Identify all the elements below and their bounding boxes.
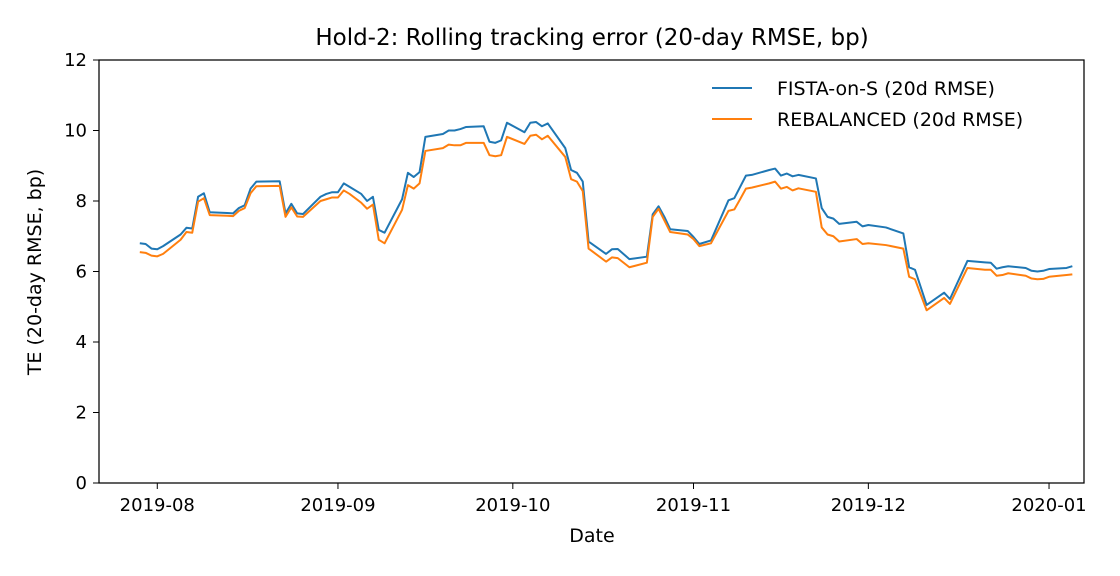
series-line-rebalanced <box>139 133 1073 312</box>
x-axis: 2019-08 2019-09 2019-10 2019-11 2019-12 2020-… <box>120 483 1087 516</box>
x-tick-label: 2019-11 <box>656 495 731 516</box>
y-tick-label: 12 <box>64 50 87 71</box>
x-tick-label: 2019-10 <box>475 495 550 516</box>
x-tick-label: 2020-01 <box>1011 495 1086 516</box>
y-tick-label: 0 <box>76 473 87 494</box>
y-tick-label: 10 <box>64 121 87 142</box>
y-tick-label: 6 <box>76 262 87 283</box>
x-tick-label: 2019-09 <box>300 495 375 516</box>
y-tick-label: 4 <box>76 332 87 353</box>
y-tick-label: 2 <box>76 403 87 424</box>
legend-label: REBALANCED (20d RMSE) <box>777 109 1023 131</box>
legend-label: FISTA-on-S (20d RMSE) <box>777 78 995 100</box>
y-axis: 0 2 4 6 8 10 12 <box>64 50 99 494</box>
chart-title: Hold-2: Rolling tracking error (20-day R… <box>315 25 868 51</box>
series-layer <box>139 121 1073 312</box>
x-tick-label: 2019-08 <box>120 495 195 516</box>
x-axis-label: Date <box>569 525 614 547</box>
x-tick-label: 2019-12 <box>831 495 906 516</box>
y-axis-label: TE (20-day RMSE, bp) <box>24 169 46 376</box>
series-line-fista-on-s <box>139 121 1073 306</box>
legend: FISTA-on-S (20d RMSE) REBALANCED (20d RMS… <box>712 78 1023 131</box>
y-tick-label: 8 <box>76 191 87 212</box>
